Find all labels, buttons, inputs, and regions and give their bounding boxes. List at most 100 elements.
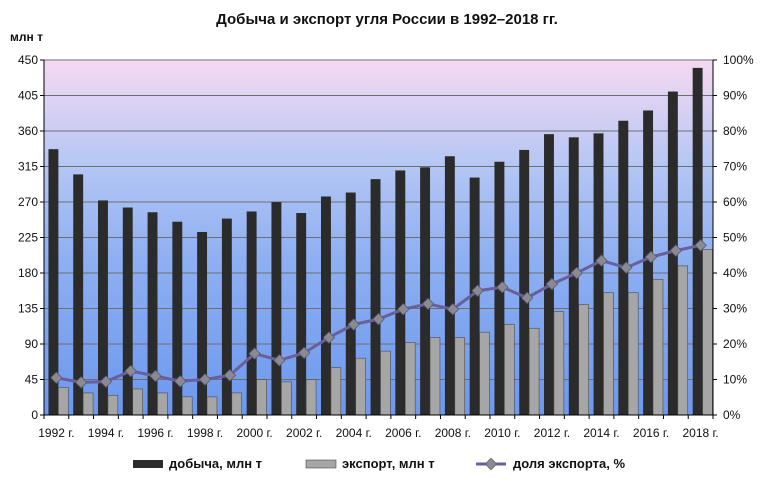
bar-production xyxy=(692,67,703,415)
y-right-tick-label: 30% xyxy=(723,302,747,316)
export-share-point xyxy=(397,302,410,316)
bar-export xyxy=(528,327,540,416)
x-tick-label: 2014 г. xyxy=(583,426,619,440)
bar-production xyxy=(593,133,604,415)
legend-label-share: доля экспорта, % xyxy=(513,456,625,471)
bar-export xyxy=(206,396,218,416)
bar-production xyxy=(370,179,381,415)
export-share-point xyxy=(248,347,261,360)
x-tick-label: 1994 г. xyxy=(88,426,124,440)
x-tick-label: 2016 г. xyxy=(633,426,669,440)
legend-label-export: экспорт, млн т xyxy=(342,456,435,471)
export-share-point xyxy=(273,354,286,367)
bar-export xyxy=(305,379,317,416)
x-tick-label: 2012 г. xyxy=(534,426,570,440)
y-left-tick-label: 405 xyxy=(18,89,38,103)
y-left-tick-label: 225 xyxy=(18,231,38,245)
bar-export xyxy=(107,394,119,416)
x-tick-label: 2000 г. xyxy=(236,426,272,440)
x-tick-label: 1992 г. xyxy=(38,426,74,440)
export-share-point xyxy=(50,371,63,384)
bar-export xyxy=(702,249,713,416)
export-share-point xyxy=(471,284,484,297)
export-share-point xyxy=(174,375,187,388)
bar-production xyxy=(271,202,282,415)
y-right-tick-label: 100% xyxy=(723,53,754,67)
y-left-tick-label: 90 xyxy=(25,337,39,351)
bar-export xyxy=(652,279,664,416)
chart-title: Добыча и экспорт угля России в 1992–2018… xyxy=(216,11,558,28)
x-tick-label: 2018 г. xyxy=(682,426,718,440)
bar-production xyxy=(395,170,406,415)
bar-export xyxy=(281,381,292,416)
legend-swatch-export xyxy=(305,459,337,469)
export-share-point xyxy=(595,254,608,267)
bar-export xyxy=(330,367,342,416)
bar-export xyxy=(181,396,193,416)
export-share-point xyxy=(694,239,707,252)
export-share-point xyxy=(149,369,162,383)
y-right-tick-label: 60% xyxy=(723,195,747,209)
export-share-point xyxy=(74,376,88,389)
export-share-point xyxy=(223,369,237,382)
export-share-point xyxy=(297,346,311,360)
bar-export xyxy=(380,350,391,416)
bar-production xyxy=(98,200,108,415)
bar-export xyxy=(231,392,243,416)
export-share-point xyxy=(545,277,559,291)
bar-production xyxy=(345,192,356,415)
export-share-point xyxy=(620,261,633,274)
y-left-tick-label: 360 xyxy=(18,124,38,138)
bar-export xyxy=(157,392,168,416)
bar-export xyxy=(578,304,589,416)
export-share-point xyxy=(421,297,435,311)
y-right-tick-label: 80% xyxy=(723,124,747,138)
legend: добыча, млн т экспорт, млн т доля экспорта… xyxy=(133,456,625,471)
bar-production xyxy=(73,174,84,415)
export-share-point xyxy=(372,312,385,326)
bar-production xyxy=(221,218,232,415)
x-tick-label: 1998 г. xyxy=(187,426,223,440)
bar-production xyxy=(643,110,654,415)
y-right-tick-label: 70% xyxy=(723,160,747,174)
bar-production xyxy=(321,196,331,415)
legend-marker-share xyxy=(484,457,498,471)
bar-production xyxy=(544,134,554,415)
export-share-point xyxy=(322,331,336,344)
bar-production xyxy=(296,213,307,415)
y-right-tick-label: 20% xyxy=(723,337,747,351)
export-share-point xyxy=(520,291,534,305)
bar-production xyxy=(172,221,183,415)
bar-export xyxy=(553,311,565,416)
axes: 0 0% 45 10% 90 20% 135 30% 180 40% 225 50% 270 60% 315… xyxy=(18,53,754,440)
bar-export xyxy=(132,388,143,416)
bar-production xyxy=(469,177,480,415)
y-right-tick-label: 90% xyxy=(723,89,747,103)
bar-production xyxy=(444,156,455,415)
y-left-tick-label: 45 xyxy=(25,373,39,387)
y-right-tick-label: 50% xyxy=(723,231,747,245)
export-share-point xyxy=(347,318,360,331)
y-right-tick-label: 10% xyxy=(723,373,747,387)
export-share-point xyxy=(198,373,212,386)
export-share-point xyxy=(446,302,460,316)
x-tick-label: 2004 г. xyxy=(336,426,372,440)
x-tick-label: 2010 г. xyxy=(484,426,520,440)
bar-production xyxy=(519,149,530,415)
bar-export xyxy=(256,379,267,416)
bar-production xyxy=(246,211,257,415)
y-left-tick-label: 270 xyxy=(18,195,38,209)
export-share-point xyxy=(124,364,137,378)
bar-export xyxy=(603,292,614,416)
legend-swatch-production xyxy=(133,460,163,468)
y-right-tick-label: 40% xyxy=(723,266,747,280)
y-left-tick-label: 315 xyxy=(18,160,38,174)
y-axis-unit-label: млн т xyxy=(10,30,43,44)
y-left-tick-label: 0 xyxy=(31,408,38,422)
bar-production xyxy=(420,167,431,415)
x-tick-label: 2008 г. xyxy=(435,426,471,440)
x-tick-label: 1996 г. xyxy=(137,426,173,440)
export-share-point xyxy=(570,266,583,280)
bar-export xyxy=(454,337,466,416)
bar-export xyxy=(82,392,94,416)
